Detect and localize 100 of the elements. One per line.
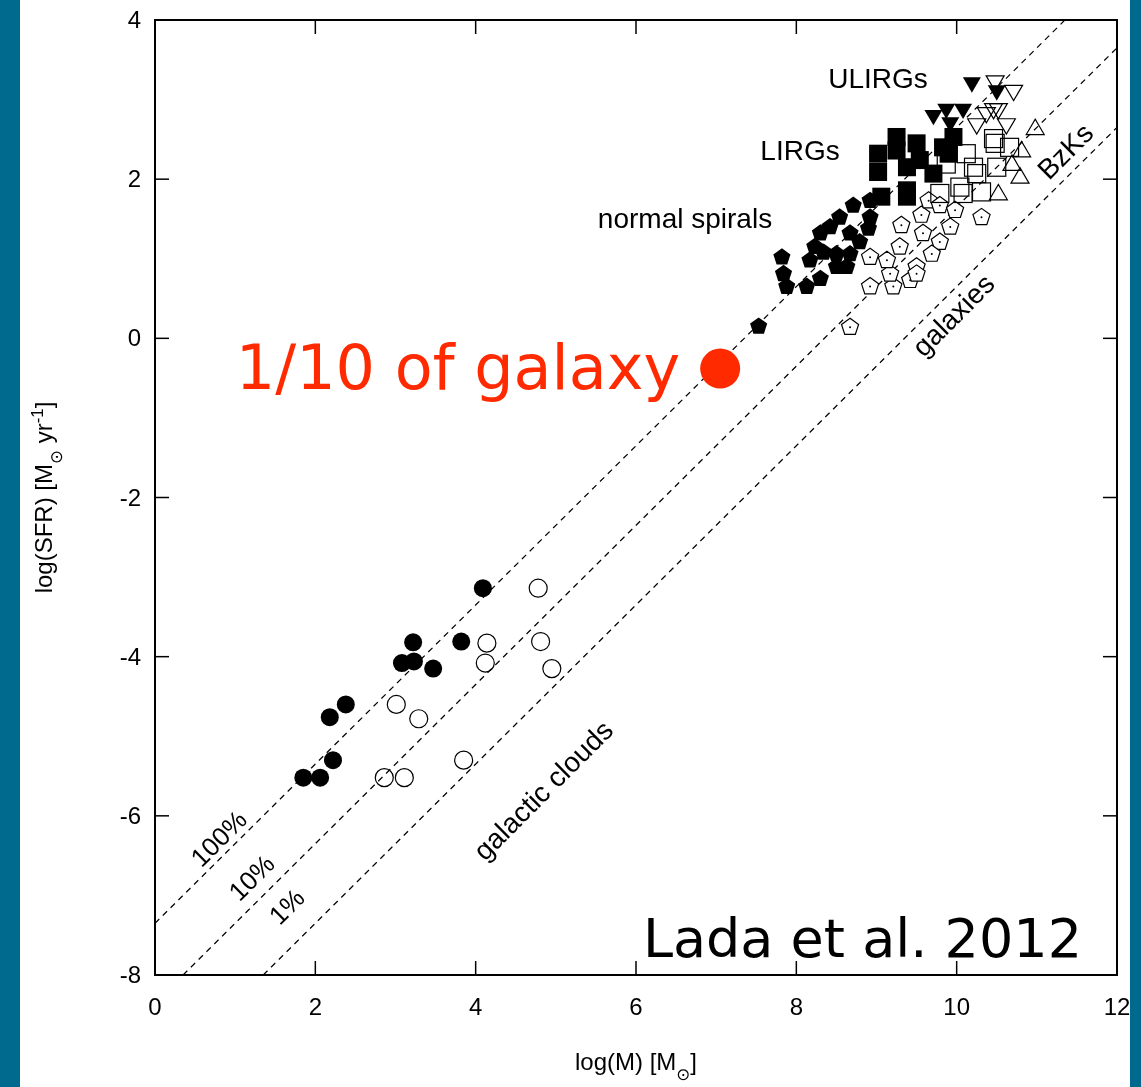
x-tick-label: 6 [629,993,643,1020]
point [976,107,996,124]
point [988,103,1008,120]
point [971,182,992,202]
x-tick-label: 4 [468,993,483,1020]
point [750,317,768,334]
point [945,200,965,219]
point [897,187,916,206]
point [386,694,406,715]
point [963,157,984,177]
point [887,141,906,160]
point [924,110,943,126]
annotation: Lada et al. 2012 [642,907,1082,970]
point [988,183,1008,201]
y-tick-label: 4 [127,6,141,33]
point [374,768,394,788]
x-tick-label: 0 [148,993,162,1020]
point [294,768,313,787]
point [801,251,819,268]
point [1010,167,1030,184]
point [531,631,551,652]
point [941,217,960,235]
annotation: ULIRGs [828,63,928,94]
point [1003,84,1024,102]
point [912,205,931,223]
x-tick-label: 10 [943,993,971,1020]
point [953,183,973,204]
point [774,264,793,282]
point [956,144,976,164]
point [841,244,859,262]
point [954,103,973,119]
point [320,708,339,727]
series-label: 1/10 of galaxy [235,330,681,404]
point [944,127,963,146]
point [404,633,423,652]
point [700,348,741,389]
y-tick-label: 2 [127,165,141,193]
annotation: LIRGs [760,135,840,166]
point [869,144,888,163]
point [840,317,860,336]
point [922,244,941,262]
point [473,579,492,598]
point [962,77,981,93]
point [452,632,471,651]
point [424,659,443,678]
point [996,118,1016,135]
annotation: normal spirals [597,203,773,234]
point [924,164,943,183]
x-tick-label: 2 [308,993,323,1020]
x-axis-title: log(M) [M$_{⊙}$] [574,1048,698,1084]
point [890,237,909,255]
point [877,250,897,269]
point [394,768,414,788]
point [907,134,926,153]
point [806,237,824,255]
point [811,269,829,286]
point [831,208,849,225]
point [913,223,933,242]
point [475,653,495,673]
point [937,103,956,119]
point [967,118,987,135]
point [778,277,796,294]
point [880,264,900,282]
point [972,207,991,226]
point [967,164,987,184]
point [528,578,548,598]
point [930,232,949,250]
point [1012,140,1032,158]
point [798,277,816,294]
point [323,751,342,770]
point [869,163,888,181]
y-tick-label: -2 [119,483,141,511]
point [542,659,562,679]
point [950,177,970,197]
point [454,750,474,770]
point [1002,154,1022,171]
x-tick-label: 8 [789,993,804,1020]
point [477,633,497,653]
point [985,133,1005,153]
point [841,224,859,241]
point [983,103,1004,120]
point [860,247,880,266]
y-tick-label: 0 [127,324,141,352]
y-tick-label: -8 [119,961,141,988]
point [872,187,891,206]
point [999,137,1020,157]
point [821,217,839,235]
point [409,709,429,729]
y-tick-label: -4 [119,642,141,670]
point [892,215,911,234]
point [930,195,949,214]
point [311,768,330,787]
point [930,183,950,204]
x-tick-label: 12 [1103,993,1131,1020]
point [827,244,845,262]
point [983,128,1004,149]
point [860,277,880,295]
y-tick-label: -6 [119,801,141,829]
point [773,248,791,265]
point [844,196,862,213]
